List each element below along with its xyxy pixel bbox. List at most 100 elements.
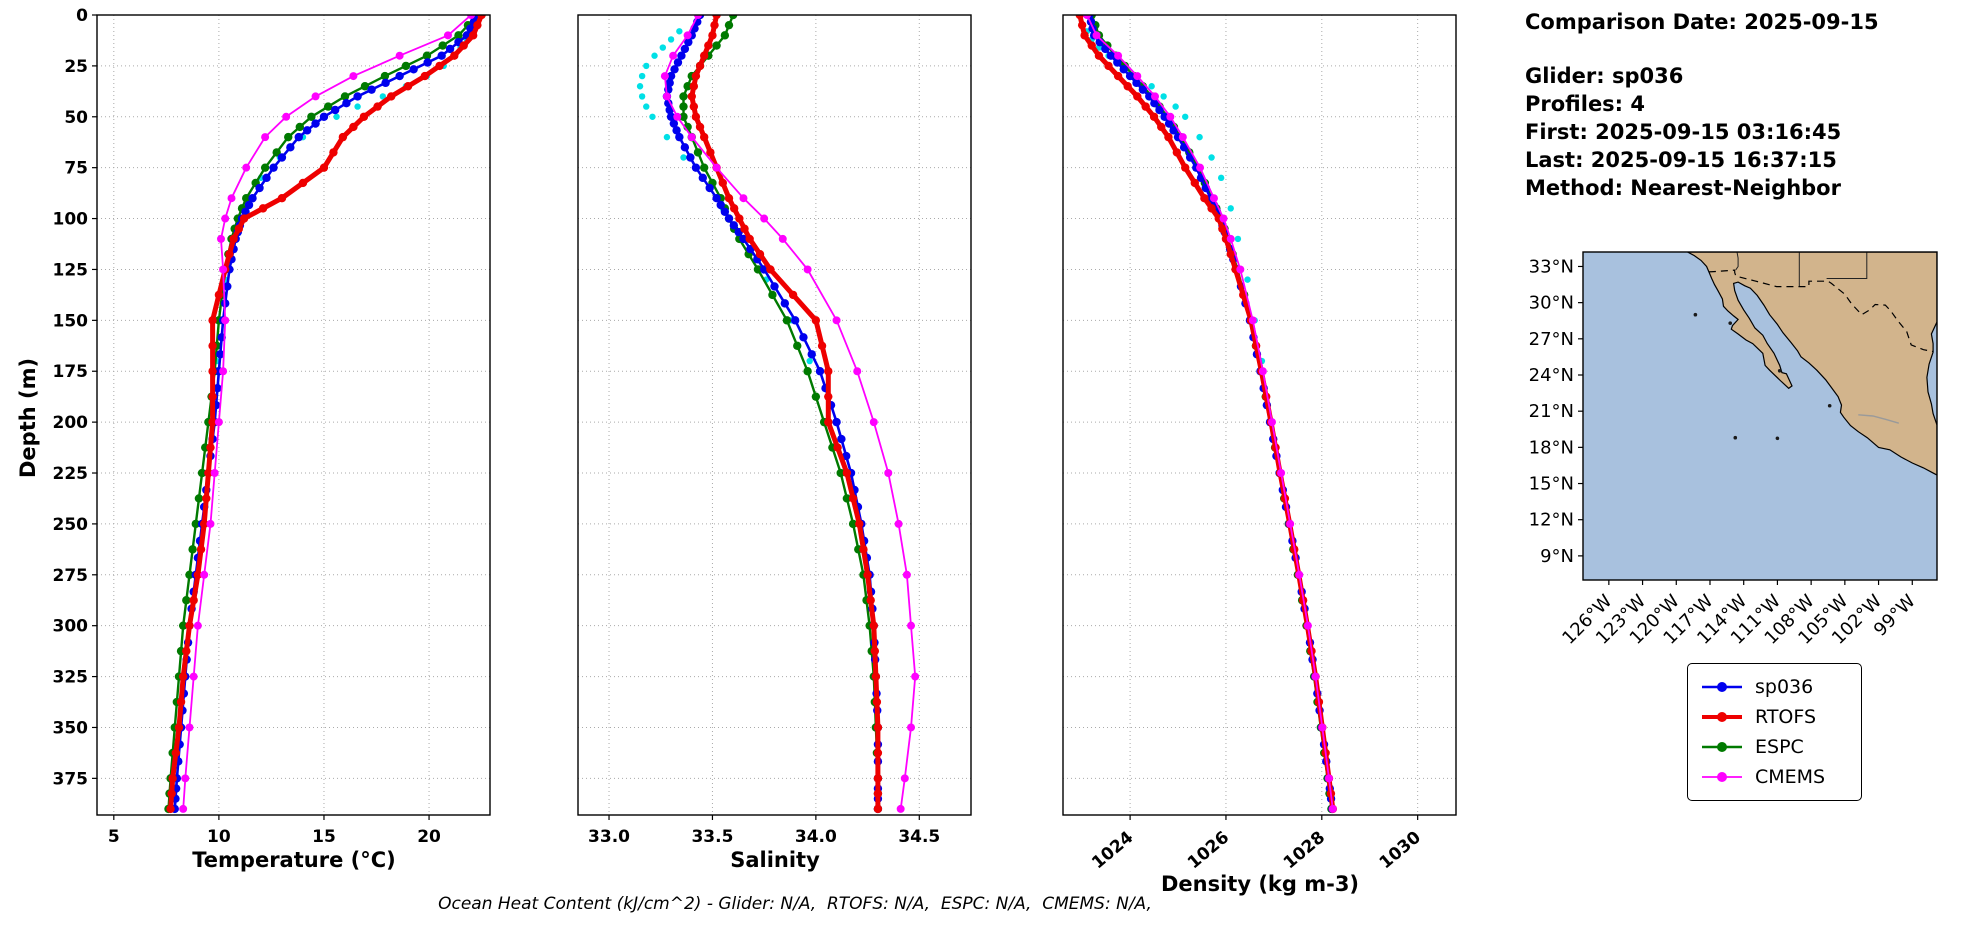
density-panel: 1024 1026 1028 1030: [1062, 14, 1457, 874]
glider-raw-point: [379, 93, 387, 100]
glider-raw-point: [1234, 235, 1242, 243]
glider-raw-point: [333, 113, 340, 120]
svg-text:1028: 1028: [1280, 828, 1329, 874]
svg-text:33°N: 33°N: [1529, 256, 1574, 277]
svg-text:225: 225: [53, 464, 89, 484]
svg-text:30°N: 30°N: [1529, 293, 1574, 314]
island: [1728, 321, 1733, 325]
glider-raw-point: [636, 83, 644, 90]
sp036-line-sample-icon: [1702, 682, 1742, 692]
glider-raw-point: [1217, 174, 1225, 182]
island: [1693, 312, 1698, 317]
svg-text:33.0: 33.0: [588, 827, 630, 847]
x-axis-label-salinity: Salinity: [730, 848, 820, 872]
glider-name: Glider: sp036: [1525, 64, 1684, 88]
svg-text:27°N: 27°N: [1529, 329, 1574, 350]
info-panel: Comparison Date: 2025-09-15 Glider: sp03…: [1525, 8, 1879, 202]
glider-raw-point: [649, 113, 656, 120]
glider-raw-point: [651, 52, 658, 59]
svg-text:1026: 1026: [1184, 828, 1233, 874]
island: [1827, 403, 1832, 408]
svg-text:18°N: 18°N: [1529, 437, 1574, 458]
ocean-heat-content-note: Ocean Heat Content (kJ/cm^2) - Glider: N…: [438, 894, 1152, 914]
legend-label: RTOFS: [1755, 706, 1817, 728]
glider-raw-point: [643, 62, 650, 70]
svg-text:75: 75: [64, 159, 88, 179]
glider-raw-point: [354, 103, 361, 110]
svg-text:300: 300: [53, 617, 89, 637]
temperature-panel: 5 10 15 20025507510012515017520022525027530…: [53, 6, 491, 847]
svg-text:100: 100: [53, 210, 89, 230]
profile-count: Profiles: 4: [1525, 92, 1646, 116]
svg-text:12°N: 12°N: [1529, 510, 1574, 531]
x-axis-label-temperature: Temperature (°C): [192, 848, 396, 872]
legend-label: CMEMS: [1755, 766, 1826, 788]
land-mexico: [1687, 252, 1937, 476]
glider-raw-point: [1227, 205, 1234, 212]
svg-text:375: 375: [53, 769, 89, 789]
svg-text:15°N: 15°N: [1529, 474, 1574, 495]
glider-raw-point: [680, 154, 687, 161]
salinity-panel: 33.0 33.5 34.0 34.5: [577, 14, 972, 847]
us-mexico-border: [1708, 269, 1934, 353]
glider-raw-point: [1244, 276, 1251, 283]
glider-raw-point: [643, 103, 650, 110]
glider-raw-point: [1208, 154, 1215, 161]
legend-entry-sp036: sp036: [1700, 672, 1849, 702]
svg-text:50: 50: [64, 108, 88, 128]
first-profile-time: First: 2025-09-15 03:16:45: [1525, 120, 1842, 144]
svg-text:150: 150: [53, 311, 89, 331]
CMEMS-series: [179, 15, 476, 813]
svg-text:25: 25: [64, 57, 88, 77]
svg-text:21°N: 21°N: [1529, 401, 1574, 422]
method: Method: Nearest-Neighbor: [1525, 176, 1841, 200]
svg-text:275: 275: [53, 566, 89, 586]
river: [1858, 414, 1899, 424]
glider-raw-point: [1196, 133, 1203, 141]
legend-entry-cmems: CMEMS: [1700, 762, 1849, 792]
svg-text:34.5: 34.5: [898, 827, 940, 847]
CMEMS-series: [660, 15, 920, 813]
svg-text:1024: 1024: [1088, 827, 1137, 873]
glider-raw-point: [1160, 93, 1167, 100]
svg-text:15: 15: [312, 827, 336, 847]
CMEMS-series: [1082, 15, 1337, 813]
svg-text:34.0: 34.0: [795, 827, 837, 847]
state-border-line: [1826, 252, 1868, 279]
svg-text:20: 20: [417, 827, 441, 847]
state-border-line: [1735, 252, 1739, 271]
svg-text:250: 250: [53, 515, 89, 535]
map: 33°N30°N27°N24°N21°N18°N15°N12°N9°N126°W…: [1529, 251, 1938, 649]
svg-text:9°N: 9°N: [1540, 546, 1574, 567]
RTOFS-series: [687, 15, 883, 814]
svg-text:125: 125: [53, 260, 89, 280]
svg-text:175: 175: [53, 362, 89, 382]
legend-label: sp036: [1755, 676, 1814, 698]
glider-raw-point: [1148, 83, 1155, 90]
island: [1777, 368, 1782, 373]
glider-raw-point: [663, 133, 671, 141]
glider-raw-point: [1182, 113, 1189, 120]
glider-raw-point: [806, 357, 813, 365]
legend-label: ESPC: [1755, 736, 1804, 758]
glider-raw-point: [667, 36, 675, 43]
cmems-line-sample-icon: [1702, 772, 1742, 782]
espc-line-sample-icon: [1702, 742, 1742, 752]
legend: sp036 RTOFS ESPC CMEMS: [1687, 663, 1862, 801]
x-axis-label-density: Density (kg m-3): [1160, 872, 1360, 896]
svg-text:5: 5: [108, 827, 120, 847]
island: [1733, 435, 1738, 440]
glider-raw-point: [676, 28, 683, 35]
svg-text:1030: 1030: [1376, 827, 1425, 873]
rtofs-line-sample-icon: [1702, 712, 1742, 722]
svg-text:325: 325: [53, 668, 89, 688]
glider-raw-point: [1172, 103, 1179, 110]
legend-entry-rtofs: RTOFS: [1700, 702, 1849, 732]
svg-text:33.5: 33.5: [691, 827, 733, 847]
svg-text:24°N: 24°N: [1529, 365, 1574, 386]
svg-text:350: 350: [53, 718, 89, 738]
svg-text:10: 10: [207, 827, 231, 847]
svg-text:200: 200: [53, 413, 89, 433]
